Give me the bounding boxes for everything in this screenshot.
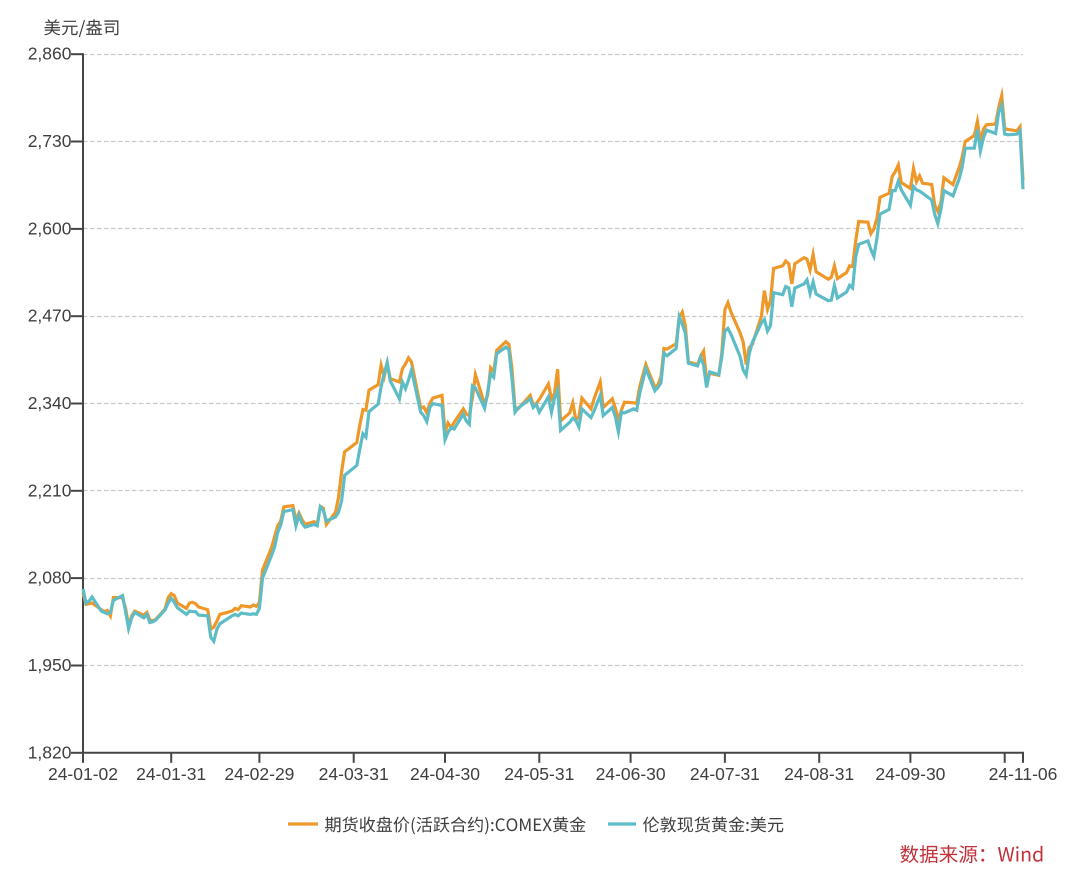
svg-text:24-08-31: 24-08-31 — [784, 764, 854, 784]
svg-text:24-03-31: 24-03-31 — [319, 764, 389, 784]
svg-text:1,820: 1,820 — [28, 742, 72, 762]
svg-text:2,340: 2,340 — [28, 393, 72, 413]
svg-text:24-07-31: 24-07-31 — [690, 764, 760, 784]
svg-text:1,950: 1,950 — [28, 655, 72, 675]
svg-text:24-11-06: 24-11-06 — [989, 764, 1058, 784]
svg-text:24-05-31: 24-05-31 — [504, 764, 574, 784]
svg-text:2,730: 2,730 — [28, 131, 72, 151]
svg-text:2,470: 2,470 — [28, 306, 72, 326]
svg-text:24-06-30: 24-06-30 — [596, 764, 666, 784]
svg-text:2,600: 2,600 — [28, 218, 72, 238]
svg-text:24-02-29: 24-02-29 — [224, 764, 294, 784]
svg-text:24-01-02: 24-01-02 — [48, 764, 118, 784]
svg-text:2,210: 2,210 — [28, 480, 72, 500]
svg-text:2,860: 2,860 — [28, 44, 72, 64]
svg-text:24-01-31: 24-01-31 — [136, 764, 206, 784]
svg-text:2,080: 2,080 — [28, 568, 72, 588]
svg-text:24-04-30: 24-04-30 — [410, 764, 480, 784]
svg-text:24-09-30: 24-09-30 — [875, 764, 945, 784]
